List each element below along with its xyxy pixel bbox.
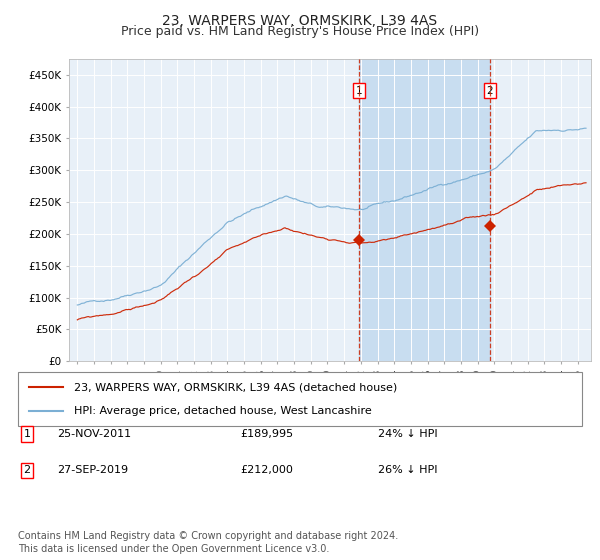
Text: 24% ↓ HPI: 24% ↓ HPI <box>378 429 437 439</box>
Text: 27-SEP-2019: 27-SEP-2019 <box>57 465 128 475</box>
Text: Contains HM Land Registry data © Crown copyright and database right 2024.
This d: Contains HM Land Registry data © Crown c… <box>18 531 398 554</box>
Text: Price paid vs. HM Land Registry's House Price Index (HPI): Price paid vs. HM Land Registry's House … <box>121 25 479 38</box>
FancyBboxPatch shape <box>18 372 582 426</box>
Text: 23, WARPERS WAY, ORMSKIRK, L39 4AS (detached house): 23, WARPERS WAY, ORMSKIRK, L39 4AS (deta… <box>74 382 398 393</box>
Text: 1: 1 <box>23 429 31 439</box>
Text: HPI: Average price, detached house, West Lancashire: HPI: Average price, detached house, West… <box>74 405 372 416</box>
Text: 2: 2 <box>487 86 493 96</box>
Text: 23, WARPERS WAY, ORMSKIRK, L39 4AS: 23, WARPERS WAY, ORMSKIRK, L39 4AS <box>163 14 437 28</box>
Text: £212,000: £212,000 <box>240 465 293 475</box>
Text: 25-NOV-2011: 25-NOV-2011 <box>57 429 131 439</box>
Bar <box>359 59 490 361</box>
Text: £189,995: £189,995 <box>240 429 293 439</box>
Text: 2: 2 <box>23 465 31 475</box>
Text: 1: 1 <box>356 86 362 96</box>
Text: 26% ↓ HPI: 26% ↓ HPI <box>378 465 437 475</box>
